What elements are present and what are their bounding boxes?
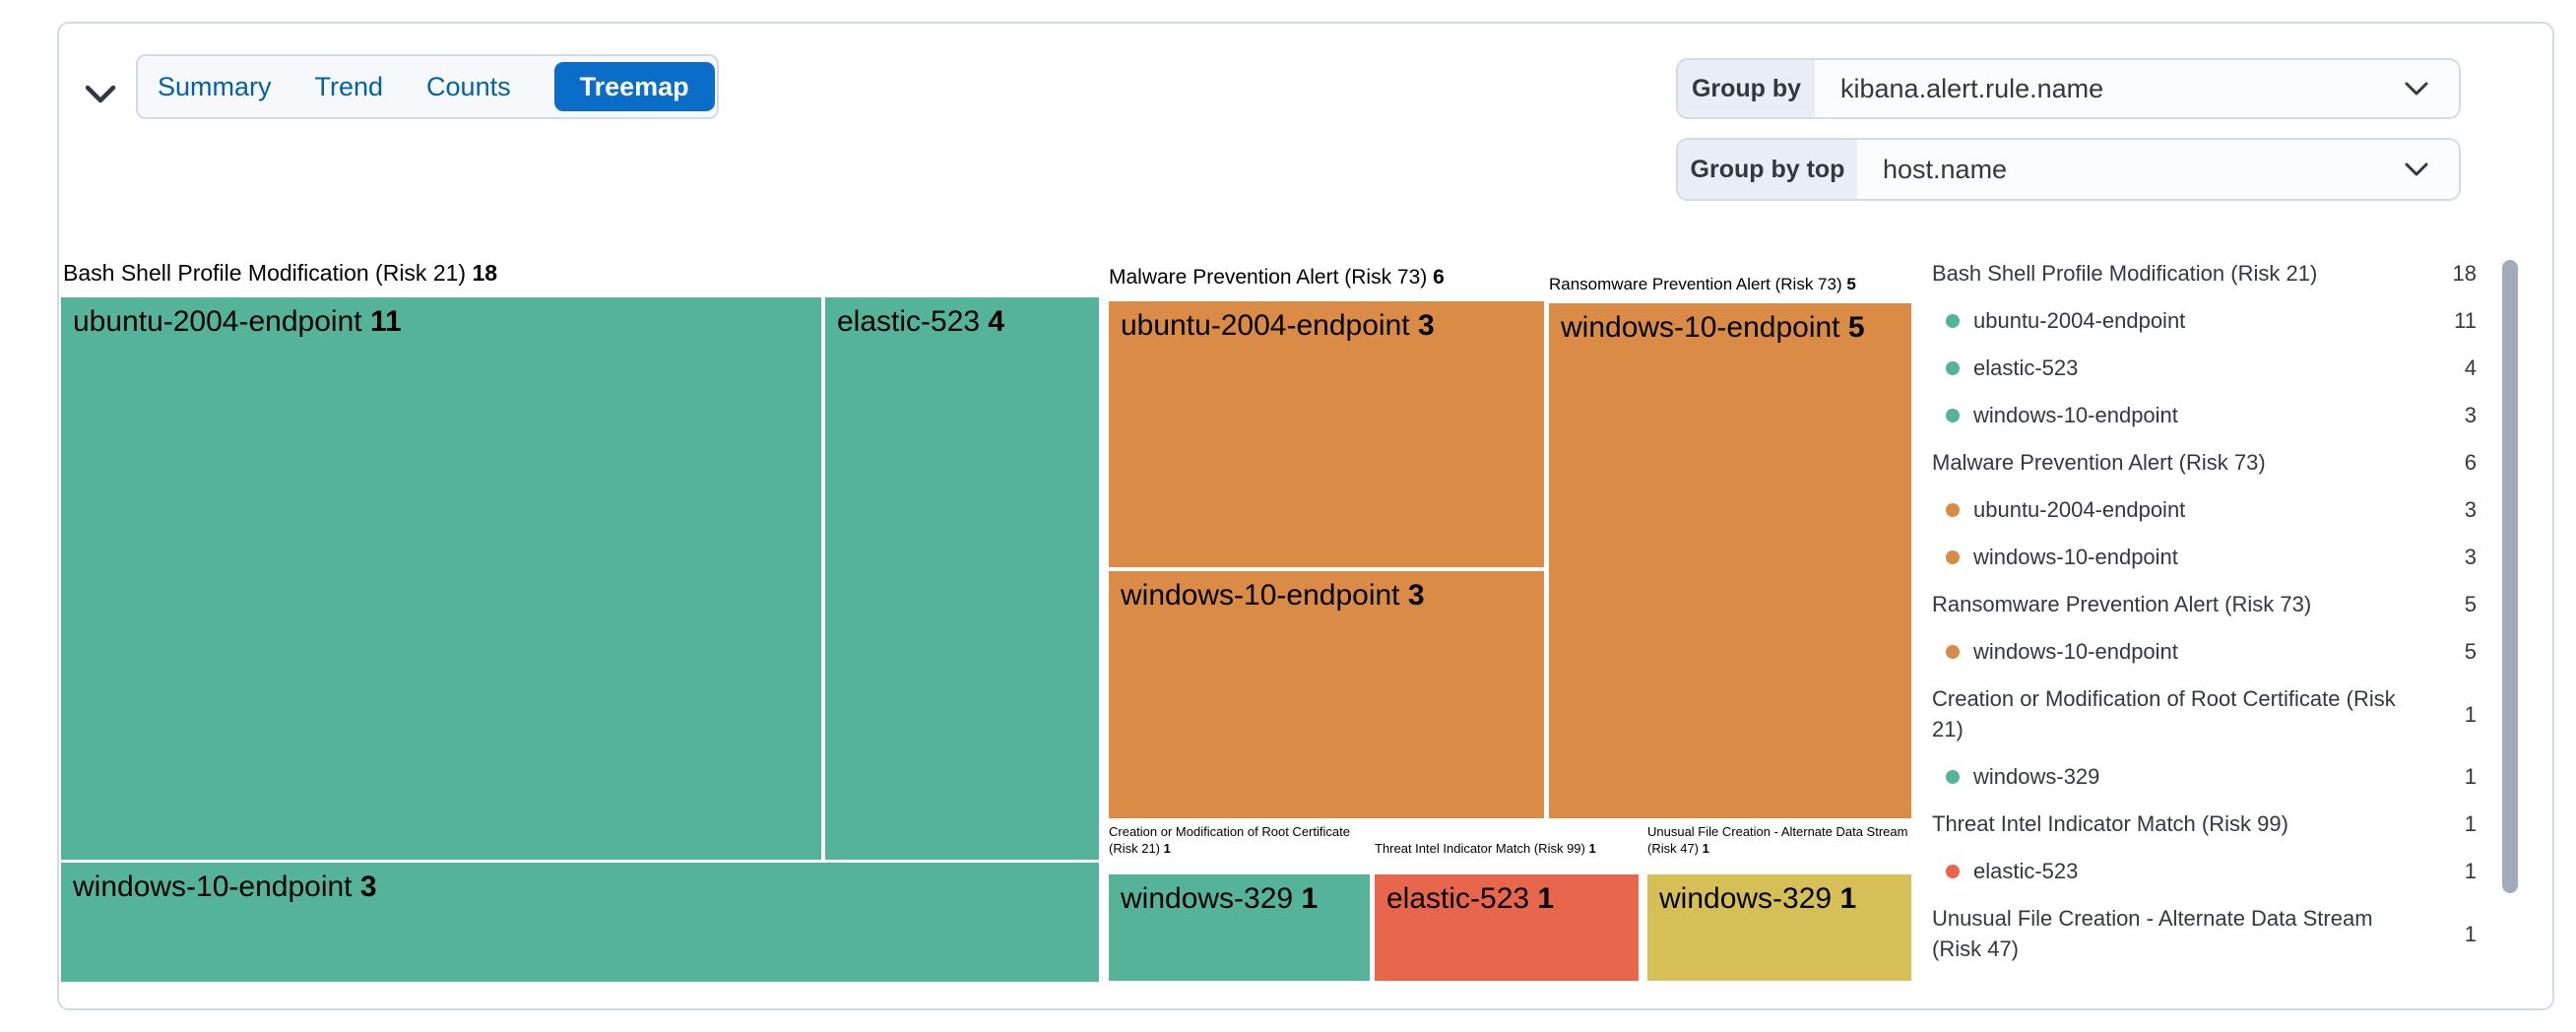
legend-count: 3 (2464, 497, 2477, 522)
tab-treemap[interactable]: Treemap (553, 62, 715, 111)
treemap-legend: Bash Shell Profile Modification (Risk 21… (1932, 258, 2477, 964)
treemap-tile[interactable]: windows-10-endpoint 5 (1549, 303, 1911, 818)
legend-count: 5 (2464, 592, 2477, 616)
group-by-label: Group by (1678, 60, 1815, 117)
legend-count: 1 (2464, 921, 2477, 946)
group-by-top-select[interactable]: Group by top host.name (1676, 138, 2461, 201)
legend-count: 3 (2464, 545, 2477, 569)
legend-label[interactable]: Ransomware Prevention Alert (Risk 73) (1932, 592, 2312, 616)
legend-rule-row: Bash Shell Profile Modification (Risk 21… (1932, 258, 2477, 289)
legend-label[interactable]: ubuntu-2004-endpoint (1932, 305, 2433, 336)
chevron-down-icon (2404, 161, 2429, 177)
legend-rule-row: Malware Prevention Alert (Risk 73) 6 (1932, 447, 2477, 478)
treemap-group-header: Creation or Modification of Root Certifi… (1109, 824, 1350, 856)
treemap-group-header: Malware Prevention Alert (Risk 73) 6 (1109, 266, 1445, 289)
legend-host-row: ubuntu-2004-endpoint 11 (1932, 305, 2477, 336)
legend-count: 18 (2452, 261, 2477, 286)
treemap-tile[interactable]: ubuntu-2004-endpoint 11 (61, 297, 821, 860)
legend-count: 11 (2454, 308, 2477, 333)
legend-count: 1 (2464, 701, 2477, 727)
legend-label[interactable]: windows-10-endpoint (1932, 542, 2433, 572)
legend-rule-row: Ransomware Prevention Alert (Risk 73) 5 (1932, 589, 2477, 619)
legend-scrollbar[interactable] (2502, 260, 2518, 893)
legend-host-row: windows-329 1 (1932, 761, 2477, 792)
legend-rule-row: Creation or Modification of Root Certifi… (1932, 683, 2477, 744)
treemap-tile[interactable]: windows-329 1 (1647, 874, 1911, 981)
legend-label[interactable]: Threat Intel Indicator Match (Risk 99) (1932, 811, 2288, 836)
legend-label[interactable]: Unusual File Creation - Alternate Data S… (1932, 906, 2373, 961)
legend-label[interactable]: elastic-523 (1932, 353, 2433, 383)
alerts-panel: Summary Trend Counts Treemap Group by ki… (57, 22, 2554, 1010)
legend-count: 1 (2464, 811, 2477, 836)
legend-label[interactable]: ubuntu-2004-endpoint (1932, 494, 2433, 525)
legend-count: 1 (2464, 764, 2477, 789)
treemap-tile[interactable]: windows-329 1 (1109, 874, 1370, 981)
legend-host-row: elastic-523 1 (1932, 856, 2477, 886)
series-color-dot (1946, 408, 1960, 422)
legend-rule-row: Threat Intel Indicator Match (Risk 99) 1 (1932, 808, 2477, 839)
legend-count: 1 (2464, 859, 2477, 883)
series-color-dot (1946, 360, 1960, 375)
legend-count: 4 (2464, 355, 2477, 380)
series-color-dot (1946, 769, 1960, 784)
series-color-dot (1946, 549, 1960, 564)
treemap-tile[interactable]: ubuntu-2004-endpoint 3 (1109, 301, 1544, 567)
collapse-panel-button[interactable] (73, 75, 128, 114)
treemap-group-header: Bash Shell Profile Modification (Risk 21… (63, 260, 498, 286)
legend-host-row: windows-10-endpoint 3 (1932, 400, 2477, 430)
treemap-tile[interactable]: elastic-523 4 (825, 297, 1099, 860)
series-color-dot (1946, 864, 1960, 878)
tab-summary[interactable]: Summary (158, 71, 272, 101)
chevron-down-icon (2404, 81, 2429, 97)
legend-host-row: ubuntu-2004-endpoint 3 (1932, 494, 2477, 525)
legend-host-row: windows-10-endpoint 3 (1932, 542, 2477, 572)
legend-label[interactable]: windows-10-endpoint (1932, 400, 2433, 430)
tab-trend[interactable]: Trend (314, 71, 384, 101)
legend-label[interactable]: elastic-523 (1932, 856, 2433, 886)
legend-count: 5 (2464, 639, 2477, 664)
treemap-group-header: Threat Intel Indicator Match (Risk 99) 1 (1375, 841, 1596, 856)
legend-label[interactable]: windows-329 (1932, 761, 2433, 792)
tab-counts[interactable]: Counts (426, 71, 511, 101)
group-by-top-label: Group by top (1678, 140, 1857, 199)
legend-label[interactable]: Malware Prevention Alert (Risk 73) (1932, 450, 2266, 475)
treemap-tile[interactable]: windows-10-endpoint 3 (61, 863, 1099, 982)
legend-host-row: elastic-523 4 (1932, 353, 2477, 383)
legend-rule-row: Unusual File Creation - Alternate Data S… (1932, 903, 2477, 964)
legend-label[interactable]: Creation or Modification of Root Certifi… (1932, 686, 2396, 742)
treemap-group-header: Unusual File Creation - Alternate Data S… (1647, 824, 1908, 856)
series-color-dot (1946, 644, 1960, 659)
treemap-tile[interactable]: windows-10-endpoint 3 (1109, 571, 1544, 818)
legend-label[interactable]: windows-10-endpoint (1932, 636, 2433, 667)
treemap-group-header: Ransomware Prevention Alert (Risk 73) 5 (1549, 275, 1856, 293)
treemap-tile[interactable]: elastic-523 1 (1375, 874, 1639, 981)
series-color-dot (1946, 502, 1960, 517)
legend-count: 6 (2464, 450, 2477, 475)
series-color-dot (1946, 313, 1960, 328)
chevron-down-icon (84, 84, 117, 105)
group-by-select[interactable]: Group by kibana.alert.rule.name (1676, 58, 2461, 119)
group-by-value: kibana.alert.rule.name (1840, 73, 2104, 103)
view-tab-group: Summary Trend Counts Treemap (136, 54, 719, 119)
legend-label[interactable]: Bash Shell Profile Modification (Risk 21… (1932, 261, 2318, 286)
legend-host-row: windows-10-endpoint 5 (1932, 636, 2477, 667)
group-by-top-value: host.name (1883, 154, 2008, 184)
legend-count: 3 (2464, 403, 2477, 427)
